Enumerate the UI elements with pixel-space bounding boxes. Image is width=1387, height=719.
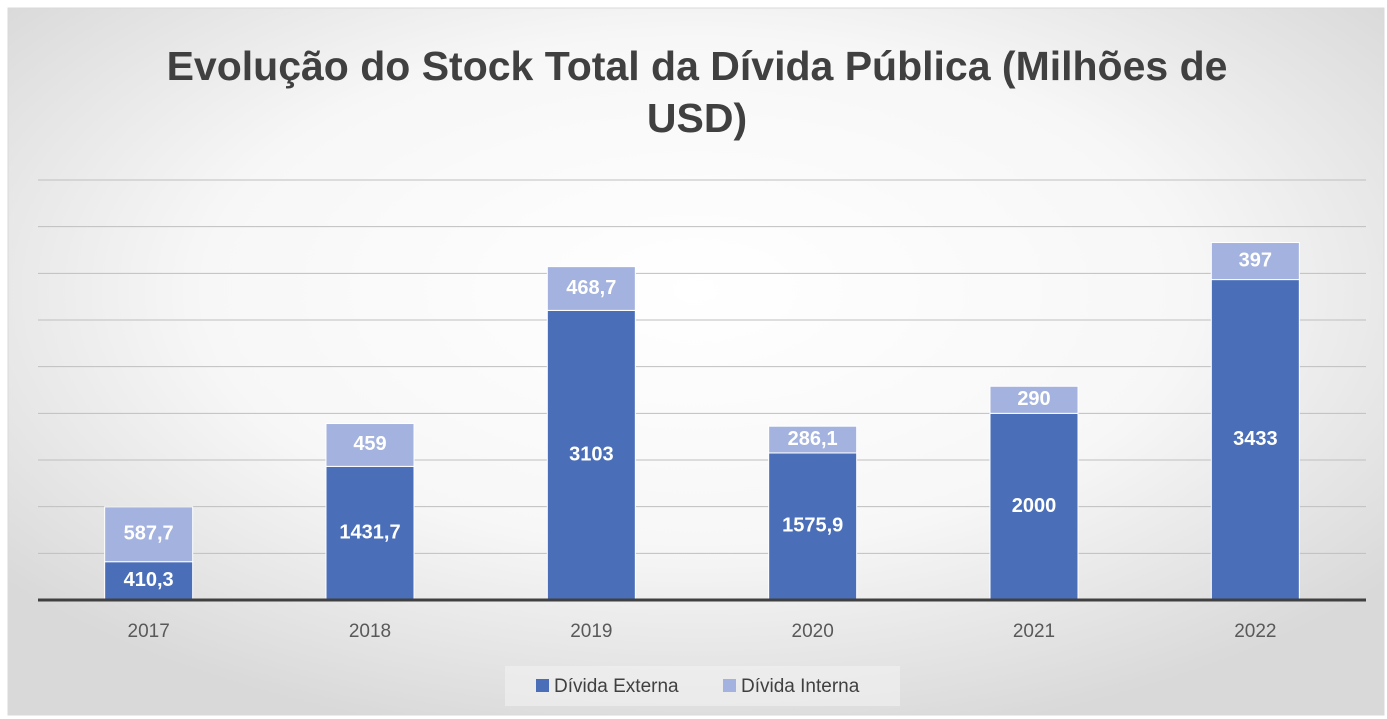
bar-segment (768, 425, 858, 454)
data-label: 587,7 (124, 523, 174, 545)
x-tick-label: 2020 (792, 621, 834, 642)
bar-segment (989, 385, 1079, 414)
data-label: 1431,7 (339, 521, 400, 543)
legend-swatch (536, 679, 549, 692)
bar-segment (1210, 242, 1300, 281)
x-tick-label: 2021 (1013, 621, 1055, 642)
bar-segment (546, 309, 636, 601)
data-label: 3103 (569, 443, 614, 465)
legend-box (505, 666, 900, 706)
bar-segment (325, 423, 415, 467)
data-label: 3433 (1233, 428, 1278, 450)
bar-segment (768, 452, 858, 601)
legend-label: Dívida Interna (741, 676, 860, 697)
data-label: 2000 (1012, 495, 1057, 517)
data-label: 410,3 (124, 569, 174, 591)
x-tick-label: 2018 (349, 621, 391, 642)
chart-title: Evolução do Stock Total da Dívida Públic… (166, 43, 1228, 141)
data-label: 286,1 (788, 428, 838, 450)
bar-segment (989, 412, 1079, 601)
x-tick-label: 2019 (570, 621, 612, 642)
data-label: 468,7 (566, 277, 616, 299)
x-tick-label: 2017 (128, 621, 170, 642)
data-label: 459 (353, 433, 386, 455)
legend-label: Dívida Externa (554, 676, 679, 697)
data-label: 290 (1017, 388, 1050, 410)
legend-swatch (723, 679, 736, 692)
data-label: 1575,9 (782, 515, 843, 537)
bar-segment (546, 266, 636, 311)
data-label: 397 (1239, 249, 1272, 271)
bar-segment (1210, 279, 1300, 601)
bar-segment (325, 465, 415, 601)
chart-background (7, 7, 1385, 716)
bar-segment (104, 506, 194, 563)
x-tick-label: 2022 (1234, 621, 1276, 642)
